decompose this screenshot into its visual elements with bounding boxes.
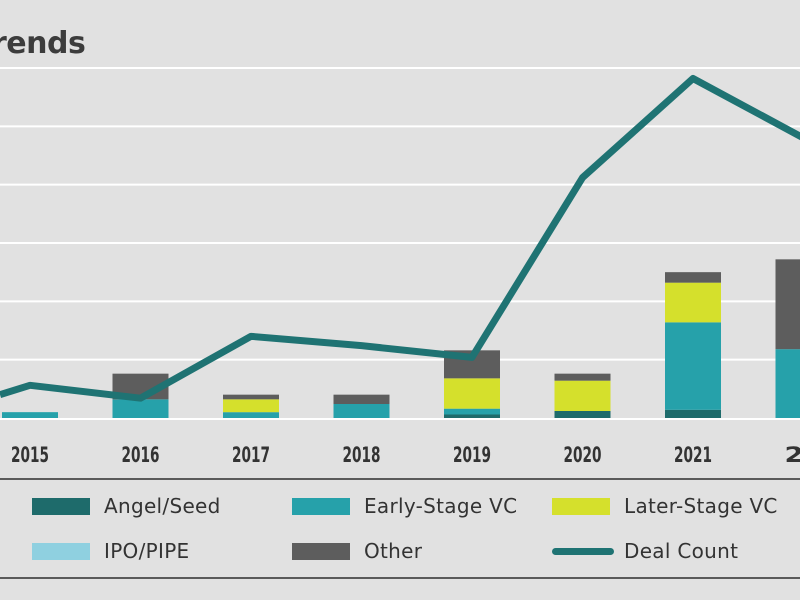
legend-item: Early-Stage VC xyxy=(292,494,517,518)
bar-angel-seed xyxy=(665,409,721,418)
legend-item: Deal Count xyxy=(552,539,738,563)
bar-later-stage-vc xyxy=(223,399,279,413)
bar-early-stage-vc xyxy=(665,322,721,410)
bar-early-stage-vc xyxy=(2,412,58,418)
legend-swatch xyxy=(32,497,90,515)
legend-label: Angel/Seed xyxy=(104,494,221,518)
x-tick-label: 2020 xyxy=(564,443,602,467)
legend-item: IPO/PIPE xyxy=(32,539,190,563)
legend-swatch xyxy=(292,497,350,515)
bar-later-stage-vc xyxy=(444,378,500,409)
bar-line-chart: 2015 2016 2017 2018 2019 2020 2021 20 xyxy=(0,67,800,467)
bar-early-stage-vc xyxy=(223,412,279,418)
bar-other xyxy=(775,259,800,350)
legend-label: Other xyxy=(364,539,423,563)
x-tick-label: 20 xyxy=(785,443,800,467)
x-tick-label: 2018 xyxy=(343,443,381,467)
legend-item: Later-Stage VC xyxy=(552,494,778,518)
bar-early-stage-vc xyxy=(775,349,800,418)
legend-swatch xyxy=(552,497,610,515)
bar-later-stage-vc xyxy=(554,380,611,411)
bar-other xyxy=(554,373,611,381)
legend-label: IPO/PIPE xyxy=(104,539,190,563)
legend-swatch xyxy=(32,542,90,560)
bar-early-stage-vc xyxy=(112,399,169,418)
x-tick-label: 2019 xyxy=(453,443,491,467)
bar-other xyxy=(333,394,390,404)
bar-angel-seed xyxy=(444,414,500,418)
x-tick-label: 2016 xyxy=(122,443,160,467)
bar-angel-seed xyxy=(554,411,611,418)
x-tick-label: 2017 xyxy=(232,443,270,467)
bar-early-stage-vc xyxy=(333,404,390,418)
bar-other xyxy=(665,272,721,283)
x-tick-label: 2021 xyxy=(674,443,712,467)
legend-label: Early-Stage VC xyxy=(364,494,518,518)
legend-top-divider xyxy=(0,478,800,480)
bar-later-stage-vc xyxy=(665,282,721,323)
legend-item: Other xyxy=(292,539,422,563)
legend-label: Later-Stage VC xyxy=(624,494,778,518)
legend-bottom-divider xyxy=(0,577,800,579)
bar-other xyxy=(223,394,279,400)
legend-item: Angel/Seed xyxy=(32,494,221,518)
chart-title: rends xyxy=(0,26,86,61)
bar-early-stage-vc xyxy=(444,408,500,415)
legend-label: Deal Count xyxy=(624,539,739,563)
x-tick-label: 2015 xyxy=(11,443,49,467)
legend-swatch xyxy=(292,542,350,560)
legend-swatch xyxy=(552,547,614,555)
